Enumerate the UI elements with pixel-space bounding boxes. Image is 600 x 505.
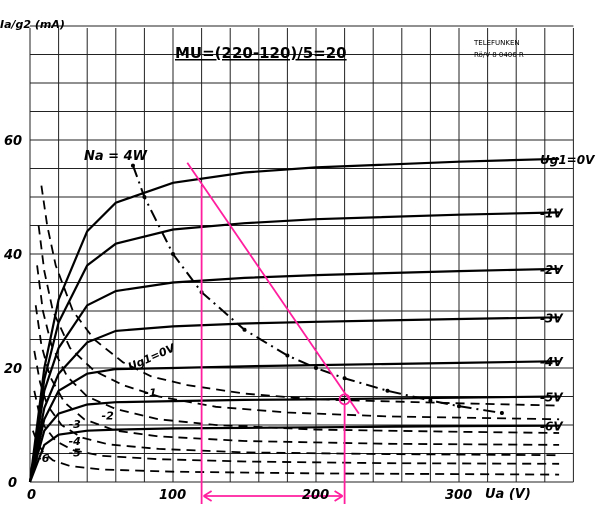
solid-curve — [28, 395, 560, 483]
solid-curve-label: -4V — [540, 355, 564, 369]
x-tick-label: 100 — [159, 488, 186, 503]
solid-curve — [28, 424, 560, 483]
solid-curve — [28, 157, 560, 483]
power-hyperbola-dot — [142, 195, 147, 199]
solid-curve — [28, 267, 560, 483]
dashed-curve — [37, 225, 560, 421]
dashed-curve — [33, 390, 560, 465]
power-hyperbola-dot — [342, 376, 347, 381]
power-label: Na = 4W — [84, 149, 148, 164]
solid-curves — [28, 157, 560, 483]
x-axis-label: Ua (V) — [485, 487, 531, 502]
power-hyperbola-dot — [242, 327, 247, 332]
chart-title: MU=(220-120)/5=20 — [175, 44, 347, 62]
dashed-curve-label: -3 — [69, 418, 82, 431]
y-tick-label: 0 — [8, 476, 17, 491]
dashed-curve — [36, 265, 560, 434]
power-hyperbola-dot — [457, 404, 461, 409]
solid-curve-label: -6V — [540, 420, 564, 434]
dashed-curve — [34, 305, 560, 446]
solid-curve — [28, 316, 560, 483]
power-hyperbola-dot — [428, 398, 433, 403]
y-tick-label: 40 — [3, 248, 22, 263]
load-line — [186, 162, 360, 415]
power-hyperbola-dot — [130, 163, 135, 168]
load-line-annotation — [186, 162, 360, 504]
solid-curve-label: Ug1=0V — [540, 153, 596, 167]
power-hyperbola — [130, 163, 504, 416]
power-hyperbola-line — [132, 165, 503, 414]
arrow-head-right — [334, 490, 344, 502]
power-hyperbola-dot — [499, 411, 504, 416]
dashed-curve-label: -2 — [102, 409, 115, 422]
y-tick-label: 20 — [4, 362, 22, 377]
stamp-brand: TELEFUNKEN — [473, 39, 520, 47]
dashed-curve-label: -4 — [69, 435, 81, 448]
solid-curve-label: -5V — [540, 391, 564, 405]
solid-curve — [28, 360, 560, 483]
dashed-curve-label: -5 — [69, 446, 82, 459]
power-hyperbola-dot — [171, 252, 175, 256]
x-tick-label: 300 — [445, 488, 472, 503]
dashed-curve-label: -6 — [37, 452, 50, 465]
dashed-curves — [32, 185, 560, 476]
solid-curve-label: -3V — [540, 311, 564, 325]
power-hyperbola-dot — [385, 388, 390, 393]
solid-curve-label: -1V — [540, 206, 564, 220]
y-tick-label: 60 — [4, 134, 22, 149]
arrow-head-left — [203, 490, 213, 502]
power-hyperbola-dot — [285, 353, 290, 358]
x-tick-label: 0 — [27, 488, 36, 503]
labels: MU=(220-120)/5=20 Ia/g2 (mA) Ua (V) TELE… — [0, 18, 596, 503]
dashed-curve — [40, 185, 560, 407]
power-hyperbola-dot — [314, 366, 318, 370]
solid-curve — [28, 211, 560, 483]
solid-curve-label: -2V — [540, 263, 564, 277]
x-tick-label: 200 — [302, 488, 329, 503]
dashed-curve-label: -1 — [144, 387, 156, 400]
y-axis-label: Ia/g2 (mA) — [0, 18, 65, 31]
stamp-code: Rö/V 8 0406 R — [474, 51, 524, 59]
